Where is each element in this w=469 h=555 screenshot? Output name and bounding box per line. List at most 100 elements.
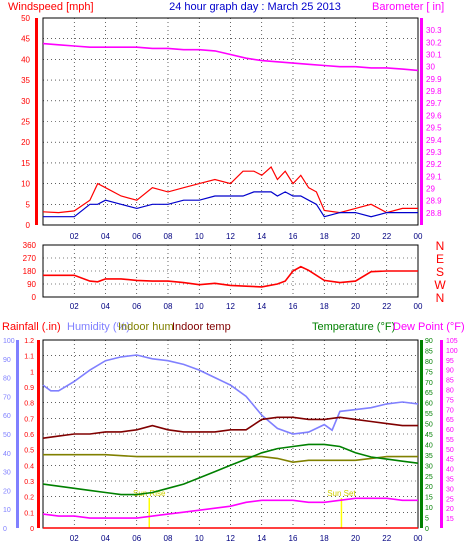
time-tick-label: 00 <box>414 232 423 241</box>
indoor-hum-axis-title: Indoor hum <box>118 321 174 333</box>
time-tick-label: 06 <box>132 534 141 543</box>
temperature-line <box>42 443 419 496</box>
compass-label: W <box>434 278 446 292</box>
barometer-tick-label: 29.4 <box>426 136 442 145</box>
compass-label: S <box>436 265 444 279</box>
time-tick-label: 04 <box>101 232 110 241</box>
dew-point-axis-bar <box>440 340 443 528</box>
rainfall-tick-label: 0.6 <box>24 432 34 439</box>
time-tick-label: 10 <box>195 534 204 543</box>
time-tick-label: 20 <box>351 232 360 241</box>
rainfall-tick-label: 0.9 <box>24 385 34 392</box>
dew-point-tick-label: 105 <box>446 338 458 345</box>
humidity-tick-label: 80 <box>3 376 11 383</box>
temperature-axis-title: Temperature (°F) <box>312 321 395 333</box>
dew-point-tick-label: 40 <box>446 467 454 474</box>
time-tick-label: 08 <box>164 232 173 241</box>
temperature-tick-label: 55 <box>425 411 433 418</box>
rainfall-tick-label: 0.1 <box>24 510 34 517</box>
humidity-tick-label: 60 <box>3 413 11 420</box>
rainfall-tick-label: 0.2 <box>24 495 34 502</box>
time-tick-label: 04 <box>101 534 110 543</box>
temperature-tick-label: 80 <box>425 359 433 366</box>
barometer-tick-label: 30.3 <box>426 26 442 35</box>
dew_point-line <box>42 497 418 519</box>
windspeed-tick-label: 30 <box>21 97 30 106</box>
dew-point-tick-label: 85 <box>446 378 454 385</box>
barometer-tick-label: 30.1 <box>426 51 442 60</box>
barometer-tick-label: 30 <box>426 63 435 72</box>
barometer-tick-label: 29.8 <box>426 87 442 96</box>
direction-tick-label: 270 <box>23 254 37 263</box>
dew-point-tick-label: 20 <box>446 506 454 513</box>
time-tick-label: 00 <box>414 534 423 543</box>
temperature-tick-label: 50 <box>425 422 433 429</box>
time-tick-label: 12 <box>226 534 235 543</box>
barometer-tick-label: 30.2 <box>426 38 442 47</box>
time-tick-label: 02 <box>70 302 79 311</box>
time-tick-label: 10 <box>195 232 204 241</box>
temperature-axis-bar <box>420 340 423 528</box>
dew-point-tick-label: 30 <box>446 486 454 493</box>
humidity-tick-label: 90 <box>3 357 11 364</box>
time-tick-label: 04 <box>101 302 110 311</box>
barometer-tick-label: 29.9 <box>426 75 442 84</box>
time-tick-label: 18 <box>320 302 329 311</box>
humidity-tick-label: 50 <box>3 432 11 439</box>
windspeed-tick-label: 10 <box>21 180 30 189</box>
temperature-tick-label: 40 <box>425 442 433 449</box>
rainfall-tick-label: 0.7 <box>24 416 34 423</box>
graph-title: 24 hour graph day : March 25 2013 <box>169 1 341 13</box>
compass-label: N <box>436 291 445 305</box>
direction-line <box>43 265 418 288</box>
barometer-axis-bar <box>420 18 423 225</box>
humidity-axis-bar <box>16 340 19 528</box>
time-tick-label: 16 <box>289 534 298 543</box>
time-tick-label: 06 <box>132 302 141 311</box>
humidity-tick-label: 40 <box>3 451 11 458</box>
wind_avg-line <box>43 191 418 218</box>
rainfall-tick-label: 0.5 <box>24 448 34 455</box>
temperature-tick-label: 0 <box>425 526 429 533</box>
dew-point-tick-label: 90 <box>446 368 454 375</box>
rainfall-tick-label: 1 <box>30 369 34 376</box>
dew-point-tick-label: 55 <box>446 437 454 444</box>
barometer-tick-label: 29 <box>426 184 435 193</box>
time-tick-label: 02 <box>70 232 79 241</box>
temperature-tick-label: 65 <box>425 390 433 397</box>
time-tick-label: 08 <box>164 534 173 543</box>
time-tick-label: 12 <box>226 302 235 311</box>
barometer-tick-label: 29.3 <box>426 148 442 157</box>
barometer-tick-label: 29.1 <box>426 172 442 181</box>
windspeed-tick-label: 45 <box>21 35 30 44</box>
humidity-tick-label: 70 <box>3 394 11 401</box>
barometer-axis-title: Barometer [ in] <box>372 1 444 13</box>
barometer-tick-label: 28.8 <box>426 209 442 218</box>
windspeed-axis-title: Windspeed [mph] <box>8 1 94 13</box>
time-tick-label: 16 <box>289 232 298 241</box>
time-tick-label: 10 <box>195 302 204 311</box>
temperature-tick-label: 45 <box>425 432 433 439</box>
windspeed-tick-label: 40 <box>21 55 30 64</box>
dew-point-tick-label: 25 <box>446 496 454 503</box>
dew-point-axis-title: Dew Point (°F) <box>393 321 465 333</box>
windspeed-tick-label: 0 <box>26 221 31 230</box>
time-tick-label: 16 <box>289 302 298 311</box>
humidity-tick-label: 30 <box>3 470 11 477</box>
windspeed-tick-label: 25 <box>21 118 30 127</box>
time-tick-label: 06 <box>132 232 141 241</box>
rainfall-tick-label: 1.1 <box>24 354 34 361</box>
rainfall-tick-label: 0.8 <box>24 401 34 408</box>
temperature-tick-label: 20 <box>425 484 433 491</box>
indoor_hum-line <box>43 453 418 464</box>
temperature-tick-label: 25 <box>425 474 433 481</box>
dew-point-tick-label: 60 <box>446 427 454 434</box>
dew-point-tick-label: 35 <box>446 477 454 484</box>
compass-label: N <box>436 239 445 253</box>
sun-set-label: Sun Set <box>327 489 356 498</box>
temperature-tick-label: 30 <box>425 463 433 470</box>
direction-tick-label: 360 <box>23 241 37 250</box>
compass-label: E <box>436 252 444 266</box>
humidity-axis-title: Humidity (%) <box>67 321 130 333</box>
windspeed-tick-label: 50 <box>21 14 30 23</box>
